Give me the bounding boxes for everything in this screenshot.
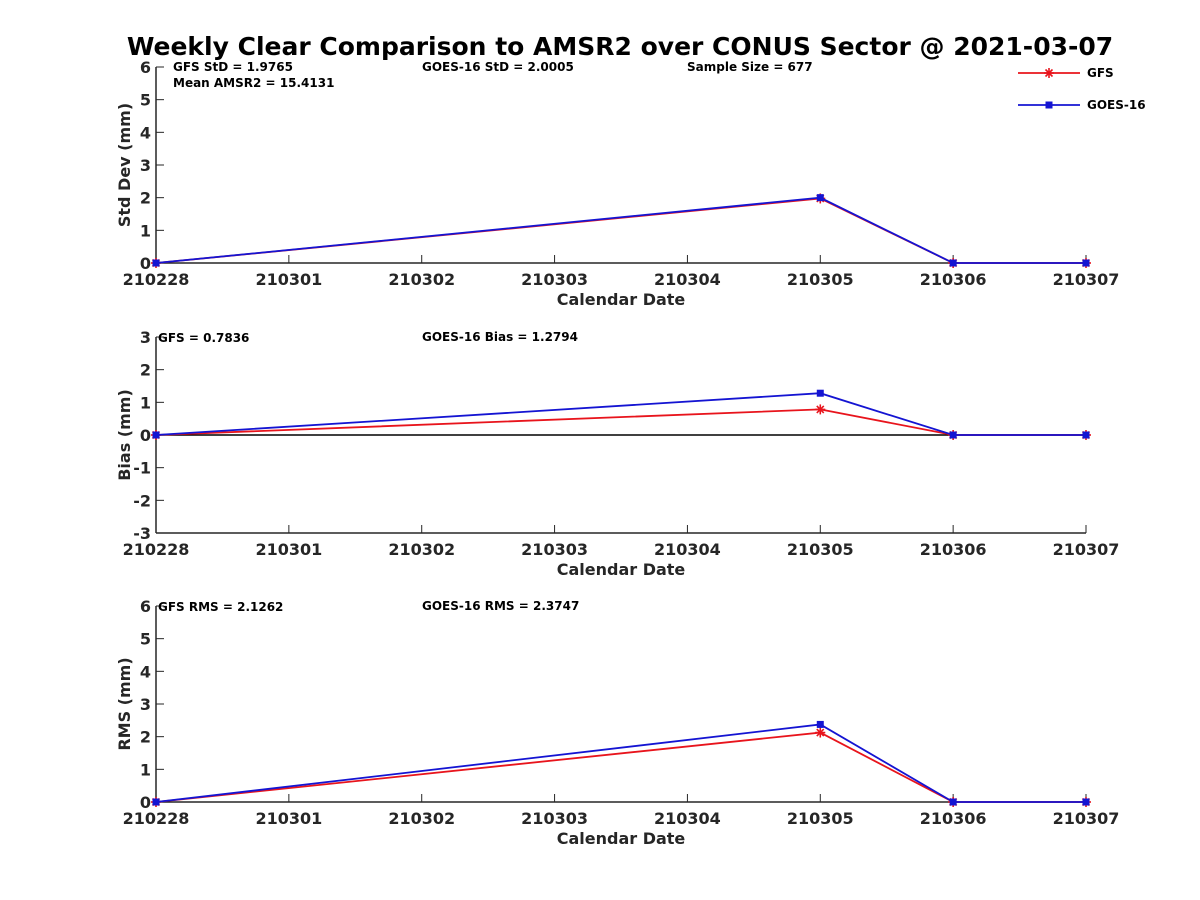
panel-1-y-tick-label: 2 [140,189,151,208]
panel-3-series-goes-16-markers [152,720,1090,806]
legend-label: GFS [1087,66,1114,80]
panel-2-x-tick-label: 210302 [388,540,455,559]
panel-2-series-goes-16-point [1082,431,1090,439]
panel-1-x-tick-label: 210228 [123,270,190,289]
panel-1-series-gfs-line [155,197,1086,264]
panel-1-x-tick-label: 210302 [388,270,455,289]
panel-2-x-tick-label: 210303 [521,540,588,559]
panel-1-series-gfs-markers [151,193,1091,268]
panel-3-series-gfs-markers [151,727,1091,807]
panel-3-x-tick-label: 210305 [787,809,854,828]
legend: GFS GOES-16 [1018,66,1146,112]
panel-1-x-tick-label: 210303 [521,270,588,289]
panel-2-y-tick-label: -1 [133,459,151,478]
panel-3-series-goes-16-point [816,720,824,728]
panel-1-x-axis-label: Calendar Date [557,290,686,309]
panel-1-series-goes-16-point [949,259,957,267]
panel-3-y-tick-label: 2 [140,728,151,747]
panel-3-y-tick-label: 0 [140,793,151,812]
legend-swatch-marker [1044,68,1054,78]
panel-1-series-goes-16-line [155,196,1086,264]
panel-2-x-tick-label: 210305 [787,540,854,559]
panel-2-annotation-2: GOES-16 Bias = 1.2794 [422,330,578,344]
panel-3-x-tick-label: 210303 [521,809,588,828]
panel-2-x-tick-label: 210307 [1053,540,1120,559]
panel-2-y-tick-label: -3 [133,524,151,543]
legend-label: GOES-16 [1087,98,1146,112]
panel-1-y-tick-label: 6 [140,58,151,77]
panel-3-y-tick-label: 6 [140,597,151,616]
panel-3-x-axis-label: Calendar Date [557,829,686,848]
panel-2-y-tick-label: -2 [133,491,151,510]
panel-3-y-tick-label: 3 [140,695,151,714]
panel-1: 0 1 2 3 4 5 6 210228 210301 210302 210303 210304 210… [115,58,1119,309]
panel-3-annotation-2: GOES-16 RMS = 2.3747 [422,599,579,613]
panel-2-y-tick-label: 0 [140,426,151,445]
panel-2-y-tick-label: 1 [140,393,151,412]
panel-1-series-goes-16-point [152,259,160,267]
panel-3-x-tick-label: 210302 [388,809,455,828]
panel-1-y-tick-label: 0 [140,254,151,273]
panel-3-series-goes-16-point [1082,798,1090,806]
panel-3-x-tick-label: 210301 [255,809,322,828]
panel-2-y-tick-label: 2 [140,361,151,380]
panel-3-series-gfs-line [155,731,1086,803]
panel-2-series-goes-16-point [816,389,824,397]
legend-item-goes-16: GOES-16 [1018,98,1146,112]
panel-1-annotation-3: GOES-16 StD = 2.0005 [422,60,574,74]
panel-1-y-tick-label: 1 [140,221,151,240]
panel-1-y-tick-label: 3 [140,156,151,175]
panel-1-series-goes-16-markers [152,194,1090,267]
panel-1-series-goes-16-point [1082,259,1090,267]
panel-1-annotation-1: GFS StD = 1.9765 [173,60,293,74]
panel-1-y-tick-label: 4 [140,123,151,142]
panel-2-annotation-1: GFS = 0.7836 [158,331,249,345]
panel-3-series-goes-16-line [155,723,1086,803]
panel-1-x-tick-label: 210304 [654,270,721,289]
panel-3-y-tick-label: 5 [140,630,151,649]
panel-3-annotation-1: GFS RMS = 2.1262 [158,600,283,614]
panel-1-series-goes-16-point [816,194,824,202]
panel-3-y-tick-label: 1 [140,760,151,779]
panel-2-y-axis-label: Bias (mm) [115,389,134,481]
panel-2-x-tick-label: 210301 [255,540,322,559]
panel-3-x-tick-label: 210306 [920,809,987,828]
panel-1-x-tick-label: 210301 [255,270,322,289]
panel-3-x-tick-label: 210307 [1053,809,1120,828]
panel-3: 0 1 2 3 4 5 6 210228 210301 210302 210303 210304 210… [115,597,1119,848]
panel-1-y-axis-label: Std Dev (mm) [115,103,134,227]
panel-2-x-tick-label: 210306 [920,540,987,559]
panel-2-series-gfs-line [155,408,1086,436]
panel-2-y-tick-label: 3 [140,328,151,347]
panel-2: -3 -2 -1 0 1 2 3 210228 210301 210302 210303 210304… [115,328,1119,579]
panel-2-series-goes-16-markers [152,389,1090,439]
panel-1-x-tick-label: 210307 [1053,270,1120,289]
panel-2-series-goes-16-line [155,392,1086,436]
panel-3-x-tick-label: 210228 [123,809,190,828]
panel-3-series-goes-16-point [152,798,160,806]
panel-2-series-goes-16-point [152,431,160,439]
panel-3-y-axis-label: RMS (mm) [115,657,134,750]
panel-2-x-tick-label: 210304 [654,540,721,559]
legend-item-gfs: GFS [1018,66,1114,80]
panel-1-annotation-4: Sample Size = 677 [687,60,813,74]
panel-2-series-gfs-point [815,404,826,415]
panel-1-y-tick-label: 5 [140,91,151,110]
legend-swatch-marker [1045,101,1053,109]
panel-3-y-tick-label: 4 [140,662,151,681]
panel-1-annotation-2: Mean AMSR2 = 15.4131 [173,76,334,90]
panel-2-series-goes-16-point [949,431,957,439]
figure-title: Weekly Clear Comparison to AMSR2 over CO… [127,32,1113,61]
panel-3-series-gfs-point [815,727,826,738]
panel-3-series-goes-16-point [949,798,957,806]
panel-1-x-tick-label: 210305 [787,270,854,289]
panel-1-x-tick-label: 210306 [920,270,987,289]
panel-2-x-tick-label: 210228 [123,540,190,559]
panel-2-x-axis-label: Calendar Date [557,560,686,579]
panel-3-x-tick-label: 210304 [654,809,721,828]
